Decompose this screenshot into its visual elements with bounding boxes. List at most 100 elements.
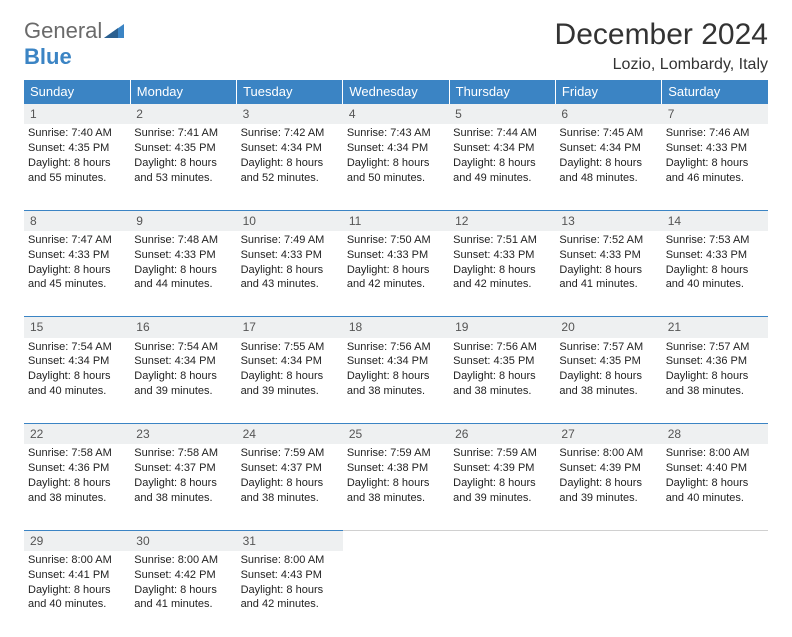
sunrise-text: Sunrise: 7:40 AM [28, 126, 126, 141]
sunset-text: Sunset: 4:37 PM [241, 461, 339, 476]
calendar-table: Sunday Monday Tuesday Wednesday Thursday… [24, 80, 768, 637]
brand-triangle-icon [104, 18, 124, 44]
day-number-cell: 26 [449, 424, 555, 445]
day-number-cell: 3 [237, 104, 343, 125]
day-content-cell: Sunrise: 7:59 AMSunset: 4:39 PMDaylight:… [449, 444, 555, 530]
day-number-cell [449, 530, 555, 551]
daylight-text: Daylight: 8 hours and 43 minutes. [241, 263, 339, 293]
day-number-cell: 7 [662, 104, 768, 125]
day-number-cell: 13 [555, 210, 661, 231]
sunrise-text: Sunrise: 8:00 AM [559, 446, 657, 461]
day-number-cell: 30 [130, 530, 236, 551]
day-number-cell: 20 [555, 317, 661, 338]
sunrise-text: Sunrise: 7:46 AM [666, 126, 764, 141]
daylight-text: Daylight: 8 hours and 40 minutes. [28, 369, 126, 399]
sunset-text: Sunset: 4:35 PM [559, 354, 657, 369]
day-content-cell: Sunrise: 8:00 AMSunset: 4:39 PMDaylight:… [555, 444, 661, 530]
day-number-cell: 4 [343, 104, 449, 125]
daylight-text: Daylight: 8 hours and 42 minutes. [453, 263, 551, 293]
sunset-text: Sunset: 4:37 PM [134, 461, 232, 476]
sunset-text: Sunset: 4:39 PM [453, 461, 551, 476]
sunset-text: Sunset: 4:33 PM [134, 248, 232, 263]
day-content-row: Sunrise: 7:47 AMSunset: 4:33 PMDaylight:… [24, 231, 768, 317]
sunset-text: Sunset: 4:34 PM [241, 354, 339, 369]
day-content-cell [662, 551, 768, 637]
day-number-cell [662, 530, 768, 551]
day-content-cell: Sunrise: 7:47 AMSunset: 4:33 PMDaylight:… [24, 231, 130, 317]
sunset-text: Sunset: 4:42 PM [134, 568, 232, 583]
sunrise-text: Sunrise: 7:56 AM [453, 340, 551, 355]
weekday-header: Monday [130, 80, 236, 104]
day-content-cell: Sunrise: 7:52 AMSunset: 4:33 PMDaylight:… [555, 231, 661, 317]
day-content-cell: Sunrise: 7:48 AMSunset: 4:33 PMDaylight:… [130, 231, 236, 317]
sunset-text: Sunset: 4:35 PM [134, 141, 232, 156]
sunset-text: Sunset: 4:36 PM [666, 354, 764, 369]
day-content-row: Sunrise: 8:00 AMSunset: 4:41 PMDaylight:… [24, 551, 768, 637]
day-content-cell: Sunrise: 7:51 AMSunset: 4:33 PMDaylight:… [449, 231, 555, 317]
sunrise-text: Sunrise: 7:58 AM [28, 446, 126, 461]
day-content-cell: Sunrise: 7:45 AMSunset: 4:34 PMDaylight:… [555, 124, 661, 210]
day-content-cell: Sunrise: 8:00 AMSunset: 4:41 PMDaylight:… [24, 551, 130, 637]
sunset-text: Sunset: 4:33 PM [28, 248, 126, 263]
daylight-text: Daylight: 8 hours and 41 minutes. [559, 263, 657, 293]
day-content-cell: Sunrise: 7:58 AMSunset: 4:37 PMDaylight:… [130, 444, 236, 530]
day-number-cell: 17 [237, 317, 343, 338]
weekday-header-row: Sunday Monday Tuesday Wednesday Thursday… [24, 80, 768, 104]
sunrise-text: Sunrise: 7:48 AM [134, 233, 232, 248]
daylight-text: Daylight: 8 hours and 42 minutes. [347, 263, 445, 293]
day-number-row: 293031 [24, 530, 768, 551]
sunrise-text: Sunrise: 7:50 AM [347, 233, 445, 248]
sunset-text: Sunset: 4:33 PM [666, 141, 764, 156]
sunrise-text: Sunrise: 7:41 AM [134, 126, 232, 141]
daylight-text: Daylight: 8 hours and 46 minutes. [666, 156, 764, 186]
day-content-cell [449, 551, 555, 637]
day-number-row: 891011121314 [24, 210, 768, 231]
sunrise-text: Sunrise: 7:45 AM [559, 126, 657, 141]
day-number-row: 1234567 [24, 104, 768, 125]
calendar-body: 1234567Sunrise: 7:40 AM Sunset: 4:35 PM Da… [24, 104, 768, 637]
sunset-text: Sunset: 4:35 PM [453, 354, 551, 369]
day-number-cell: 29 [24, 530, 130, 551]
daylight-text: Daylight: 8 hours and 38 minutes. [241, 476, 339, 506]
day-number-cell [555, 530, 661, 551]
sunrise-text: Sunrise: 7:44 AM [453, 126, 551, 141]
day-number-cell: 24 [237, 424, 343, 445]
sunrise-text: Sunrise: 8:00 AM [241, 553, 339, 568]
location-subtitle: Lozio, Lombardy, Italy [555, 56, 768, 74]
day-content-cell: Sunrise: 7:44 AMSunset: 4:34 PMDaylight:… [449, 124, 555, 210]
daylight-text: Daylight: 8 hours and 38 minutes. [134, 476, 232, 506]
day-content-cell: Sunrise: 7:56 AMSunset: 4:34 PMDaylight:… [343, 338, 449, 424]
day-content-cell: Sunrise: 7:50 AMSunset: 4:33 PMDaylight:… [343, 231, 449, 317]
sunset-text: Sunset: 4:34 PM [241, 141, 339, 156]
day-number-cell: 2 [130, 104, 236, 125]
daylight-text: Daylight: 8 hours and 40 minutes. [28, 583, 126, 613]
daylight-text: Daylight: 8 hours and 41 minutes. [134, 583, 232, 613]
sunrise-text: Sunrise: 7:57 AM [666, 340, 764, 355]
sunset-text: Sunset: 4:43 PM [241, 568, 339, 583]
day-number-cell: 5 [449, 104, 555, 125]
day-content-cell: Sunrise: 7:42 AMSunset: 4:34 PMDaylight:… [237, 124, 343, 210]
day-number-cell: 14 [662, 210, 768, 231]
day-number-cell: 9 [130, 210, 236, 231]
sunrise-text: Sunrise: 7:54 AM [28, 340, 126, 355]
weekday-header: Tuesday [237, 80, 343, 104]
day-number-cell: 6 [555, 104, 661, 125]
day-content-cell: Sunrise: 7:54 AMSunset: 4:34 PMDaylight:… [24, 338, 130, 424]
weekday-header: Saturday [662, 80, 768, 104]
day-number-row: 15161718192021 [24, 317, 768, 338]
day-content-cell: Sunrise: 7:57 AMSunset: 4:35 PMDaylight:… [555, 338, 661, 424]
sunset-text: Sunset: 4:34 PM [347, 354, 445, 369]
sunrise-text: Sunrise: 7:47 AM [28, 233, 126, 248]
sunrise-text: Sunrise: 7:59 AM [241, 446, 339, 461]
daylight-text: Daylight: 8 hours and 38 minutes. [347, 369, 445, 399]
daylight-text: Daylight: 8 hours and 39 minutes. [134, 369, 232, 399]
sunset-text: Sunset: 4:40 PM [666, 461, 764, 476]
daylight-text: Daylight: 8 hours and 39 minutes. [453, 476, 551, 506]
brand-blue: Blue [24, 44, 72, 70]
sunset-text: Sunset: 4:33 PM [347, 248, 445, 263]
brand-logo: General [24, 18, 126, 44]
day-content-row: Sunrise: 7:58 AMSunset: 4:36 PMDaylight:… [24, 444, 768, 530]
sunset-text: Sunset: 4:34 PM [453, 141, 551, 156]
daylight-text: Daylight: 8 hours and 39 minutes. [241, 369, 339, 399]
weekday-header: Wednesday [343, 80, 449, 104]
